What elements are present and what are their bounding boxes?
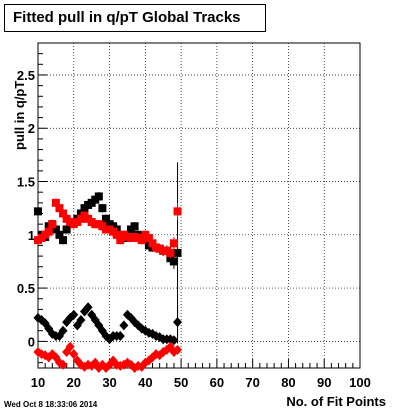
x-tick-label: 80 xyxy=(281,375,295,390)
data-point-square xyxy=(112,230,121,239)
data-point-square xyxy=(59,236,68,245)
data-point-square xyxy=(51,225,60,234)
data-point-square xyxy=(59,209,68,218)
y-tick-label: 0.5 xyxy=(17,281,35,296)
data-point-square xyxy=(169,257,178,266)
x-tick-label: 40 xyxy=(138,375,152,390)
y-tick-label: 1 xyxy=(28,228,35,243)
data-point-square xyxy=(94,192,103,201)
y-tick-label: 2 xyxy=(28,121,35,136)
data-point-square xyxy=(148,239,157,248)
y-axis-label: pull in q/pT xyxy=(12,80,27,150)
x-tick-label: 20 xyxy=(67,375,81,390)
data-point-square xyxy=(98,204,107,213)
data-point-square xyxy=(173,248,182,257)
data-point-square xyxy=(101,214,110,223)
tick-labels: 10 20 30 40 50 60 70 80 90 100 0 0.5 1 1.5 2 2.5 xyxy=(17,68,371,390)
plot-frame xyxy=(37,42,361,369)
x-tick-label: 10 xyxy=(31,375,45,390)
data-point-diamond xyxy=(58,359,68,370)
data-point-square xyxy=(62,225,71,234)
data-point-square xyxy=(44,227,53,236)
data-point-square xyxy=(55,230,64,239)
x-tick-label: 60 xyxy=(210,375,224,390)
y-tick-label: 0 xyxy=(28,334,35,349)
data-point-diamond xyxy=(69,349,79,360)
data-point-square xyxy=(34,207,42,216)
data-point-square xyxy=(116,236,125,245)
data-point-square xyxy=(130,222,139,231)
data-point-square xyxy=(144,234,153,242)
data-point-diamond xyxy=(83,302,93,313)
data-point-square xyxy=(137,236,146,245)
data-point-diamond xyxy=(65,341,75,352)
x-tick-label: 50 xyxy=(174,375,188,390)
data-point-diamond xyxy=(173,317,183,328)
x-tick-label: 90 xyxy=(317,375,331,390)
data-point-diamond xyxy=(119,320,129,331)
y-tick-label: 1.5 xyxy=(17,175,35,190)
data-point-diamond xyxy=(115,331,125,342)
y-tick-label: 2.5 xyxy=(17,68,35,83)
data-point-square xyxy=(48,220,57,229)
data-point-square xyxy=(173,207,182,216)
data-point-square xyxy=(166,248,175,257)
data-point-square xyxy=(55,204,64,213)
x-tick-label: 100 xyxy=(349,375,371,390)
data-point-diamond xyxy=(173,344,183,355)
data-point-diamond xyxy=(58,325,68,336)
x-axis-label: No. of Fit Points xyxy=(286,394,386,409)
data-point-square xyxy=(51,198,60,207)
x-tick-label: 70 xyxy=(245,375,259,390)
data-point-square xyxy=(169,239,178,248)
data-point-diamond xyxy=(169,335,179,346)
data-marks xyxy=(33,162,183,373)
x-tick-label: 30 xyxy=(102,375,116,390)
chart-title: Fitted pull in q/pT Global Tracks xyxy=(4,4,266,32)
data-point-diamond xyxy=(76,315,86,326)
data-point-diamond xyxy=(69,309,79,320)
timestamp: Wed Oct 8 18:33:06 2014 xyxy=(4,400,98,409)
